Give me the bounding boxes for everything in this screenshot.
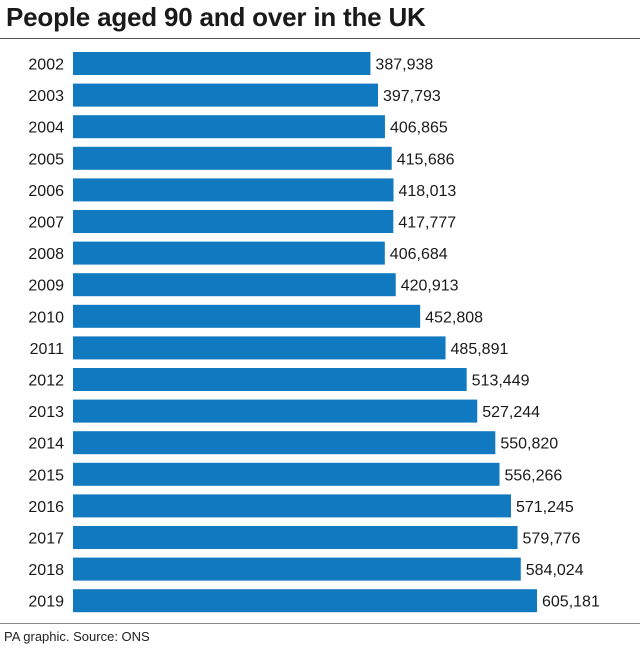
bar bbox=[73, 336, 446, 360]
value-label: 418,013 bbox=[398, 183, 456, 200]
bar bbox=[73, 210, 394, 233]
value-label: 387,938 bbox=[375, 57, 433, 74]
value-label: 527,244 bbox=[482, 404, 540, 421]
value-label: 550,820 bbox=[500, 436, 558, 453]
category-label: 2018 bbox=[28, 562, 64, 579]
bar bbox=[73, 399, 478, 423]
chart-title: People aged 90 and over in the UK bbox=[6, 2, 426, 32]
value-label: 605,181 bbox=[542, 594, 600, 611]
bar bbox=[73, 557, 521, 581]
bar bbox=[73, 304, 421, 328]
value-label: 417,777 bbox=[398, 215, 456, 232]
footer-divider bbox=[0, 623, 640, 624]
bar bbox=[73, 52, 371, 75]
bar bbox=[73, 83, 378, 107]
bar bbox=[73, 431, 496, 455]
value-label: 420,913 bbox=[401, 278, 459, 295]
bar bbox=[73, 146, 392, 170]
category-label: 2012 bbox=[28, 373, 64, 390]
category-label: 2011 bbox=[30, 341, 65, 358]
bar bbox=[73, 273, 396, 297]
category-label: 2003 bbox=[28, 88, 64, 105]
value-label: 485,891 bbox=[451, 341, 509, 358]
category-label: 2008 bbox=[28, 246, 64, 263]
bar bbox=[73, 115, 385, 139]
category-label: 2009 bbox=[28, 278, 64, 295]
category-label: 2002 bbox=[28, 57, 64, 74]
category-label: 2015 bbox=[28, 467, 64, 484]
category-label: 2014 bbox=[28, 436, 64, 453]
category-label: 2004 bbox=[28, 120, 64, 137]
category-label: 2006 bbox=[28, 183, 64, 200]
value-label: 571,245 bbox=[516, 499, 574, 516]
bar bbox=[73, 241, 385, 265]
value-label: 584,024 bbox=[526, 562, 584, 579]
bar bbox=[73, 462, 500, 486]
bar bbox=[73, 178, 394, 202]
value-label: 406,865 bbox=[390, 120, 448, 137]
category-label: 2019 bbox=[28, 594, 64, 611]
category-label: 2007 bbox=[28, 215, 64, 232]
category-label: 2010 bbox=[28, 309, 64, 326]
category-label: 2016 bbox=[28, 499, 64, 516]
value-label: 397,793 bbox=[383, 88, 441, 105]
source-note: PA graphic. Source: ONS bbox=[4, 629, 150, 644]
category-label: 2013 bbox=[28, 404, 64, 421]
bar bbox=[73, 368, 467, 391]
bar bbox=[73, 526, 518, 549]
value-label: 513,449 bbox=[472, 373, 530, 390]
value-label: 556,266 bbox=[504, 467, 562, 484]
category-label: 2017 bbox=[28, 531, 64, 548]
category-label: 2005 bbox=[28, 151, 64, 168]
title-divider bbox=[0, 38, 640, 39]
value-label: 415,686 bbox=[397, 151, 455, 168]
bar bbox=[73, 494, 511, 518]
value-label: 406,684 bbox=[390, 246, 448, 263]
value-label: 579,776 bbox=[523, 531, 581, 548]
bar bbox=[73, 589, 537, 613]
value-label: 452,808 bbox=[425, 309, 483, 326]
